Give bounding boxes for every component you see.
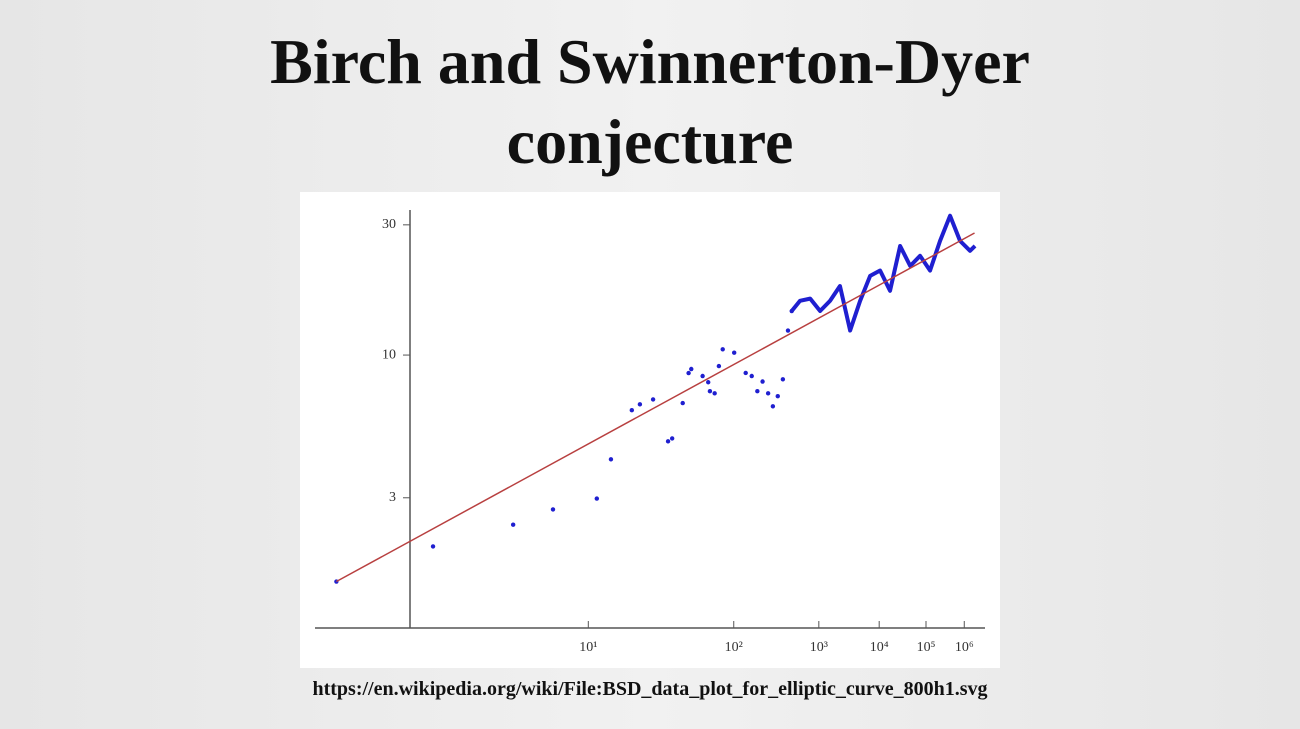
data-point bbox=[665, 439, 671, 444]
data-point bbox=[629, 408, 635, 413]
data-line bbox=[790, 213, 977, 333]
data-point bbox=[550, 507, 556, 512]
data-point bbox=[716, 363, 722, 369]
data-point bbox=[700, 373, 705, 379]
data-point bbox=[706, 380, 711, 385]
x-tick-label: 10⁵ bbox=[917, 640, 936, 655]
data-point bbox=[755, 389, 760, 394]
data-point bbox=[637, 402, 643, 407]
data-point bbox=[720, 347, 725, 352]
data-point bbox=[594, 496, 600, 501]
data-point bbox=[743, 370, 748, 376]
data-point bbox=[780, 377, 786, 382]
data-point bbox=[686, 370, 691, 376]
data-line bbox=[336, 232, 975, 583]
x-tick-label: 10³ bbox=[810, 640, 828, 655]
x-tick-label: 10¹ bbox=[579, 640, 597, 655]
y-tick-label: 3 bbox=[389, 490, 396, 505]
data-point bbox=[749, 373, 754, 379]
data-point bbox=[712, 391, 717, 396]
data-point bbox=[608, 457, 614, 462]
x-tick-label: 10² bbox=[725, 640, 743, 655]
y-tick-label: 10 bbox=[382, 347, 396, 362]
data-point bbox=[680, 400, 685, 406]
data-point bbox=[775, 393, 780, 399]
data-point bbox=[760, 379, 765, 384]
data-point bbox=[765, 391, 771, 396]
data-point bbox=[669, 436, 675, 441]
data-point bbox=[689, 366, 694, 372]
data-point bbox=[430, 544, 436, 549]
slide-title: Birch and Swinnerton-Dyer conjecture bbox=[270, 26, 1030, 177]
y-tick-label: 30 bbox=[382, 217, 396, 232]
data-point bbox=[707, 389, 713, 394]
chart: 3 10 30 10¹ 10² 10³ 10⁴ 10⁵ 10⁶ bbox=[300, 192, 1000, 668]
data-point bbox=[650, 397, 656, 402]
x-tick-label: 10⁴ bbox=[870, 640, 889, 655]
source-url: https://en.wikipedia.org/wiki/File:BSD_d… bbox=[312, 678, 988, 700]
data-point bbox=[510, 522, 516, 527]
data-point bbox=[770, 404, 776, 409]
data-point bbox=[731, 350, 737, 355]
x-tick-label: 10⁶ bbox=[955, 640, 974, 655]
data-point bbox=[785, 328, 791, 333]
